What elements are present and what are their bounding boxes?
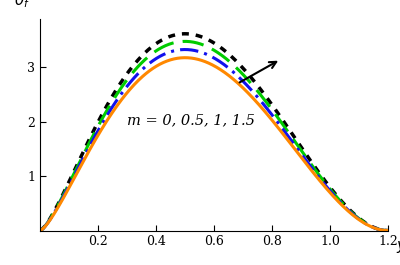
Y-axis label: $\theta_f$: $\theta_f$	[14, 0, 31, 10]
Text: m = 0, 0.5, 1, 1.5: m = 0, 0.5, 1, 1.5	[127, 113, 255, 127]
X-axis label: $y$: $y$	[396, 239, 400, 255]
